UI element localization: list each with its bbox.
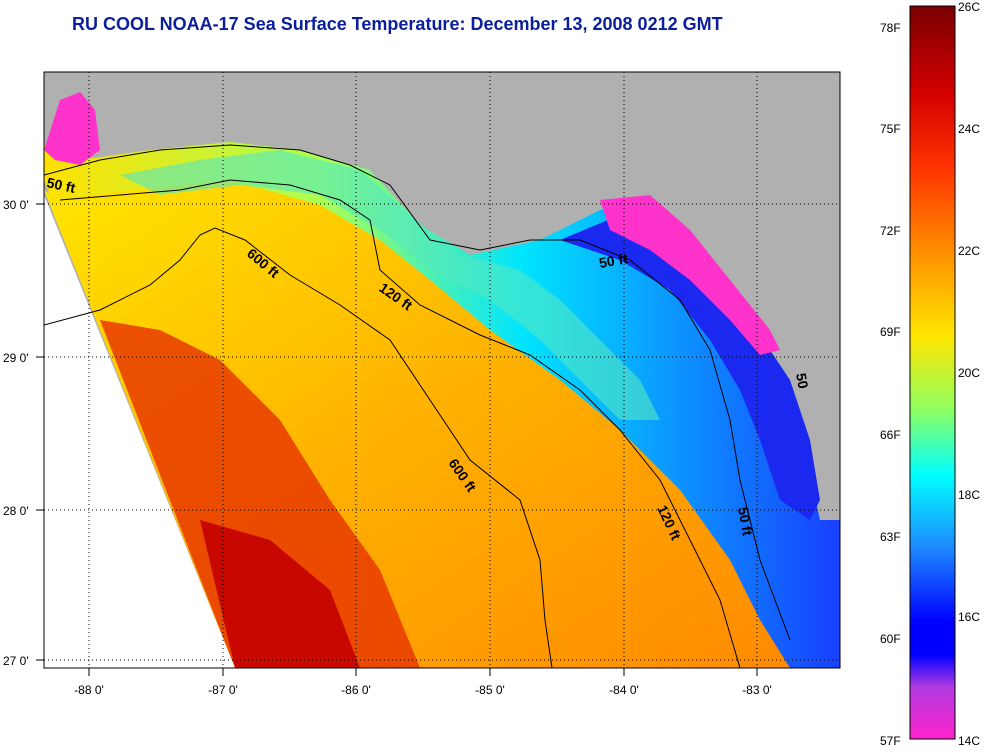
cb-f-label: 63F: [880, 530, 901, 544]
isobath-label: 50: [793, 372, 811, 390]
lon-tick-label: -83 0': [742, 683, 772, 697]
cb-c-label: 26C: [958, 0, 980, 14]
cb-f-label: 75F: [880, 122, 901, 136]
lon-tick-label: -84 0': [609, 683, 639, 697]
axis-ticks: [36, 203, 758, 676]
lat-tick-label: 28 0': [3, 504, 29, 518]
cb-c-label: 20C: [958, 366, 980, 380]
isobath-label: 50 ft: [598, 250, 629, 271]
nearshore-cold-magenta: [600, 195, 780, 355]
cb-f-label: 78F: [880, 21, 901, 35]
bay-magenta: [44, 92, 100, 165]
cb-c-label: 18C: [958, 488, 980, 502]
cb-c-label: 14C: [958, 734, 980, 748]
lon-tick-label: -86 0': [341, 683, 371, 697]
hottest-water: [200, 520, 360, 668]
latitude-axis: 30 0' 29 0' 28 0' 27 0': [3, 198, 29, 668]
lat-tick-label: 27 0': [3, 654, 29, 668]
cb-f-label: 60F: [880, 632, 901, 646]
lon-tick-label: -88 0': [74, 683, 104, 697]
cb-f-label: 69F: [880, 325, 901, 339]
colorbar-gradient: [909, 5, 956, 740]
colorbar-fahrenheit-labels: 78F 75F 72F 69F 66F 63F 60F 57F: [880, 21, 901, 748]
cb-c-label: 22C: [958, 244, 980, 258]
map-title: RU COOL NOAA-17 Sea Surface Temperature:…: [72, 14, 723, 34]
lat-tick-label: 30 0': [3, 198, 29, 212]
plot-border: [43, 71, 841, 669]
lon-tick-label: -85 0': [475, 683, 505, 697]
hot-water-core: [100, 320, 420, 668]
colorbar-celsius-labels: 26C 24C 22C 20C 18C 16C 14C: [958, 0, 980, 748]
isobath-label: 50 ft: [45, 174, 77, 196]
cb-f-label: 72F: [880, 224, 901, 238]
cb-c-label: 24C: [958, 122, 980, 136]
longitude-axis: -88 0' -87 0' -86 0' -85 0' -84 0' -83 0…: [74, 683, 772, 697]
isobaths: [44, 144, 791, 668]
colorbar: 78F 75F 72F 69F 66F 63F 60F 57F 26C 24C …: [880, 0, 980, 748]
lat-tick-label: 29 0': [3, 351, 29, 365]
shelf-cyan-band: [120, 150, 660, 420]
lon-tick-label: -87 0': [208, 683, 238, 697]
cb-f-label: 57F: [880, 734, 901, 748]
graticule: [44, 72, 840, 668]
isobath-label: 50 ft: [735, 506, 756, 537]
no-data-swath: [44, 195, 235, 668]
cb-c-label: 16C: [958, 610, 980, 624]
cb-f-label: 66F: [880, 428, 901, 442]
